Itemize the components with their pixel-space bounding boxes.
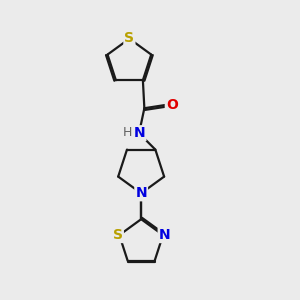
Text: O: O — [166, 98, 178, 112]
Text: H: H — [123, 126, 133, 139]
Text: N: N — [135, 186, 147, 200]
Text: S: S — [113, 228, 123, 242]
Text: S: S — [124, 31, 134, 45]
Text: N: N — [134, 126, 146, 140]
Text: N: N — [159, 228, 170, 242]
